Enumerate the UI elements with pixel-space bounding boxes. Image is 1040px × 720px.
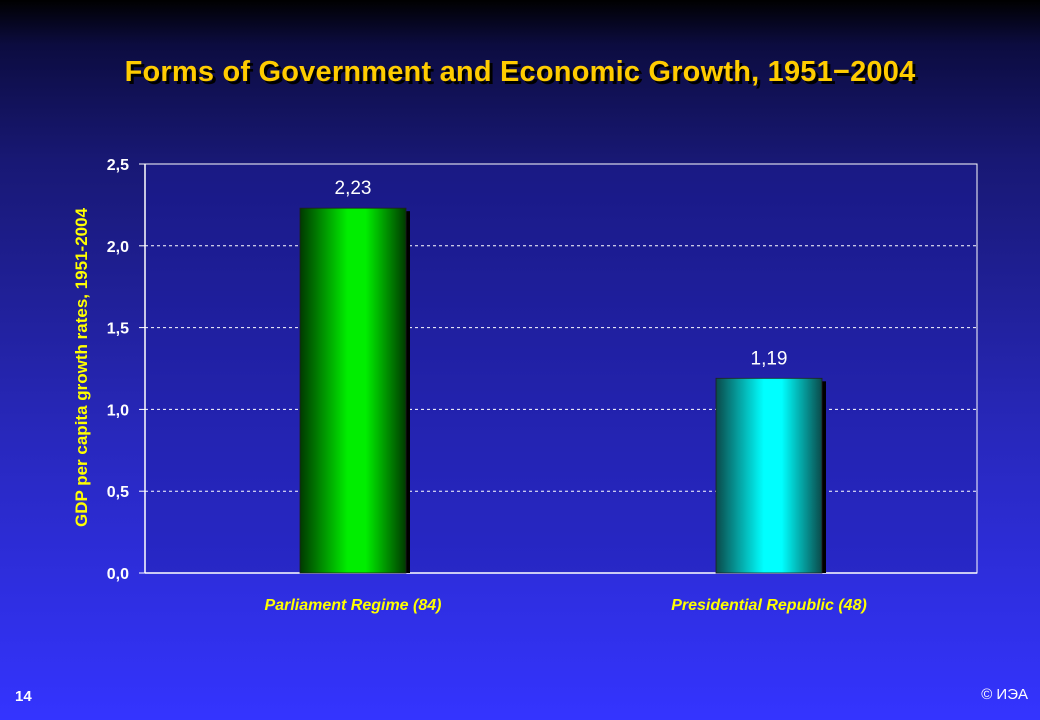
data-label: 2,23 [335, 178, 372, 199]
y-tick-label: 2,0 [107, 239, 129, 256]
bar [299, 207, 407, 574]
y-tick-label: 2,5 [107, 157, 129, 174]
x-category-label: Presidential Republic (48) [671, 597, 867, 614]
y-tick-label: 1,0 [107, 402, 129, 419]
y-tick-label: 1,5 [107, 321, 129, 338]
y-tick-label: 0,5 [107, 484, 129, 501]
data-label: 1,19 [751, 348, 788, 369]
y-axis-title: GDP per capita growth rates, 1951-2004 [72, 207, 91, 527]
copyright: © ИЭА [981, 686, 1028, 703]
x-category-label: Parliament Regime (84) [265, 597, 442, 614]
y-tick-label: 0,0 [107, 566, 129, 583]
bar [715, 377, 823, 574]
plot-area [144, 163, 978, 574]
page-number: 14 [15, 688, 32, 705]
slide-title: Forms of Government and Economic Growth,… [124, 56, 916, 88]
